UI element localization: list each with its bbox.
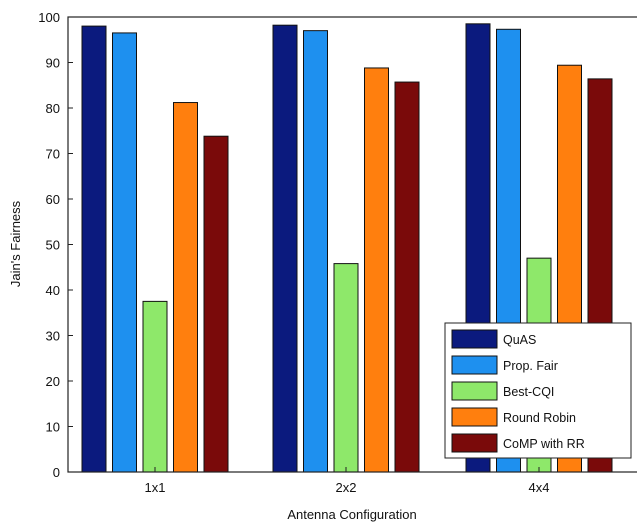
bar-prop-fair-2x2 <box>303 30 328 473</box>
bar-best-cqi-1x1 <box>142 300 168 473</box>
bar-comp-with-rr-2x2 <box>394 81 420 473</box>
legend-swatch-comp-with-rr <box>451 433 498 453</box>
legend-label: CoMP with RR <box>503 437 585 451</box>
x-tick-label: 1x1 <box>145 480 166 495</box>
bar-round-robin-1x1 <box>173 102 198 473</box>
legend-swatch-best-cqi <box>451 381 498 401</box>
bar-best-cqi-2x2 <box>333 263 359 473</box>
x-tick-label: 2x2 <box>336 480 357 495</box>
y-tick-label: 40 <box>46 283 60 298</box>
y-axis: 0 10 20 30 40 50 60 70 80 90 100 <box>38 10 73 480</box>
y-tick-label: 100 <box>38 10 60 25</box>
y-tick-label: 70 <box>46 147 60 162</box>
y-tick-label: 50 <box>46 238 60 253</box>
y-tick-label: 20 <box>46 374 60 389</box>
y-axis-label: Jain's Fairness <box>8 200 23 287</box>
legend-label: Prop. Fair <box>503 359 558 373</box>
legend-label: Round Robin <box>503 411 576 425</box>
legend-label: Best-CQI <box>503 385 554 399</box>
y-tick-label: 30 <box>46 329 60 344</box>
legend: QuAS Prop. Fair Best-CQI Round Robin CoMP wi… <box>444 322 632 459</box>
y-tick-label: 0 <box>53 465 60 480</box>
x-axis: 1x1 2x2 4x4 <box>145 467 550 495</box>
y-tick-label: 60 <box>46 192 60 207</box>
legend-label: QuAS <box>503 333 536 347</box>
y-tick-label: 90 <box>46 56 60 71</box>
bar-quas-2x2 <box>272 24 298 473</box>
legend-swatch-quas <box>451 329 498 349</box>
bar-round-robin-2x2 <box>364 67 389 473</box>
x-axis-label: Antenna Configuration <box>287 507 416 522</box>
legend-swatch-prop-fair <box>451 355 498 375</box>
bar-quas-1x1 <box>81 25 107 473</box>
y-tick-label: 10 <box>46 420 60 435</box>
bar-prop-fair-1x1 <box>112 32 137 473</box>
legend-swatch-round-robin <box>451 407 498 427</box>
y-tick-label: 80 <box>46 101 60 116</box>
bar-comp-with-rr-1x1 <box>203 135 229 473</box>
x-tick-label: 4x4 <box>529 480 550 495</box>
